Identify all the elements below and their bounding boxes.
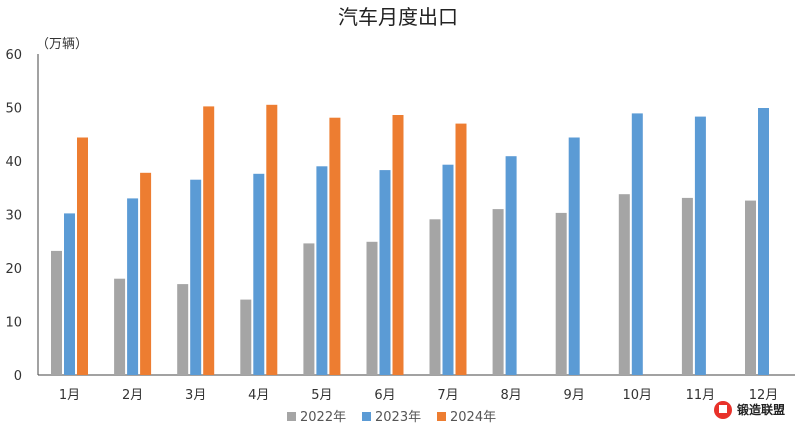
bar-2024年-3月 — [203, 106, 215, 376]
x-category-label: 6月 — [374, 388, 395, 403]
bar-2023年-4月 — [253, 173, 265, 375]
y-axis-ticks: 0 10 20 30 40 50 60 — [5, 48, 22, 384]
bars-group — [51, 104, 769, 376]
bar-2022年-9月 — [555, 212, 567, 375]
bar-2023年-10月 — [631, 113, 643, 376]
x-category-label: 11月 — [686, 388, 716, 403]
legend-label: 2022年 — [300, 410, 346, 425]
bar-2022年-2月 — [114, 278, 126, 375]
logo-inner-mark — [719, 405, 727, 413]
bar-2023年-5月 — [316, 166, 328, 375]
bar-2022年-7月 — [429, 219, 441, 375]
legend-swatch — [437, 412, 446, 421]
y-tick-label: 20 — [5, 262, 22, 277]
bar-2024年-2月 — [140, 172, 152, 375]
bar-2022年-11月 — [681, 197, 693, 375]
y-tick-label: 50 — [5, 102, 22, 117]
bar-2024年-6月 — [392, 115, 404, 375]
x-category-label: 10月 — [623, 388, 653, 403]
chart-title: 汽车月度出口 — [338, 5, 458, 29]
x-category-label: 5月 — [311, 388, 332, 403]
x-category-label: 4月 — [248, 388, 269, 403]
bar-2024年-5月 — [329, 117, 341, 375]
bar-2022年-1月 — [51, 250, 62, 375]
y-tick-label: 30 — [5, 209, 22, 224]
y-tick-label: 40 — [5, 155, 22, 170]
bar-2023年-8月 — [505, 156, 517, 375]
x-category-label: 8月 — [500, 388, 521, 403]
watermark: 锻造联盟 — [714, 401, 785, 419]
bar-2024年-4月 — [266, 104, 278, 376]
x-axis-categories: 1月 2月 3月 4月 5月 6月 7月 8月 9月 10月 11月 12月 — [59, 388, 778, 403]
x-category-label: 12月 — [749, 388, 779, 403]
legend-label: 2024年 — [450, 410, 496, 425]
watermark-text: 锻造联盟 — [737, 402, 785, 417]
bar-2023年-12月 — [758, 108, 769, 375]
bar-2023年-6月 — [379, 170, 391, 375]
legend-swatch — [287, 412, 296, 421]
bar-2024年-7月 — [455, 123, 467, 375]
bar-2022年-12月 — [745, 200, 756, 375]
x-category-label: 9月 — [564, 388, 585, 403]
x-category-label: 3月 — [185, 388, 206, 403]
bar-2022年-6月 — [366, 241, 378, 375]
bar-2022年-8月 — [492, 209, 504, 375]
legend-swatch — [362, 412, 371, 421]
bar-2023年-3月 — [190, 179, 202, 375]
bar-2023年-7月 — [442, 164, 454, 375]
bar-2022年-4月 — [240, 299, 252, 375]
bar-2023年-9月 — [568, 137, 580, 375]
bar-2023年-1月 — [64, 213, 75, 375]
legend: 2022年 2023年 2024年 — [287, 410, 496, 425]
bar-2022年-3月 — [177, 284, 189, 375]
legend-label: 2023年 — [375, 410, 421, 425]
bar-2023年-11月 — [694, 116, 706, 375]
y-tick-label: 60 — [5, 48, 22, 63]
y-unit-label: （万辆） — [36, 37, 88, 52]
bar-2024年-1月 — [77, 137, 88, 375]
y-tick-label: 10 — [5, 316, 22, 331]
bar-2022年-10月 — [618, 194, 630, 375]
y-tick-label: 0 — [14, 369, 22, 384]
bar-2022年-5月 — [303, 243, 315, 375]
x-category-label: 2月 — [122, 388, 143, 403]
x-category-label: 7月 — [437, 388, 458, 403]
bar-2023年-2月 — [127, 198, 139, 375]
x-category-label: 1月 — [59, 388, 80, 403]
